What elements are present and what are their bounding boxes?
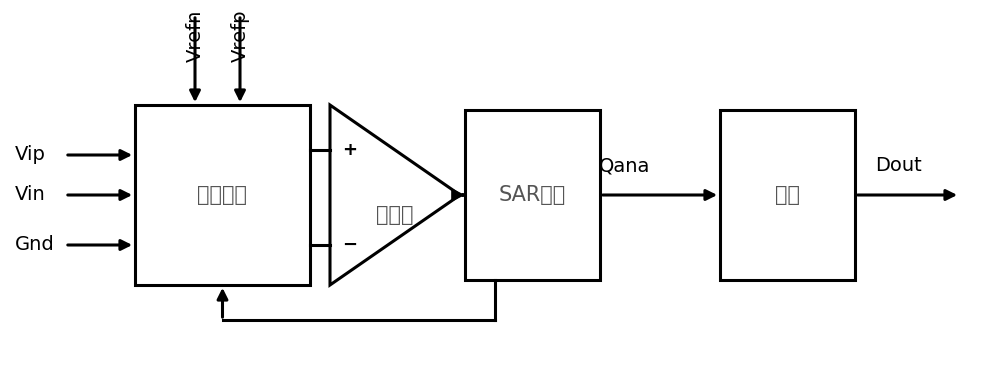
Text: Gnd: Gnd	[15, 236, 55, 254]
Text: Vrefn: Vrefn	[186, 10, 205, 62]
Bar	[135, 105, 310, 285]
Polygon shape	[330, 105, 460, 285]
Bar	[465, 110, 600, 280]
Text: −: −	[342, 236, 358, 254]
Text: Dout: Dout	[875, 156, 922, 175]
Text: Qana: Qana	[599, 156, 651, 175]
Text: Vip: Vip	[15, 145, 46, 164]
Text: SAR逻辑: SAR逻辑	[499, 185, 566, 205]
Text: 校准: 校准	[775, 185, 800, 205]
Text: +: +	[342, 141, 358, 159]
Text: Vrefp: Vrefp	[230, 10, 250, 62]
Text: Vin: Vin	[15, 185, 46, 204]
Text: 比较器: 比较器	[376, 205, 414, 225]
Text: 开关电容: 开关电容	[198, 185, 248, 205]
Bar	[720, 110, 855, 280]
